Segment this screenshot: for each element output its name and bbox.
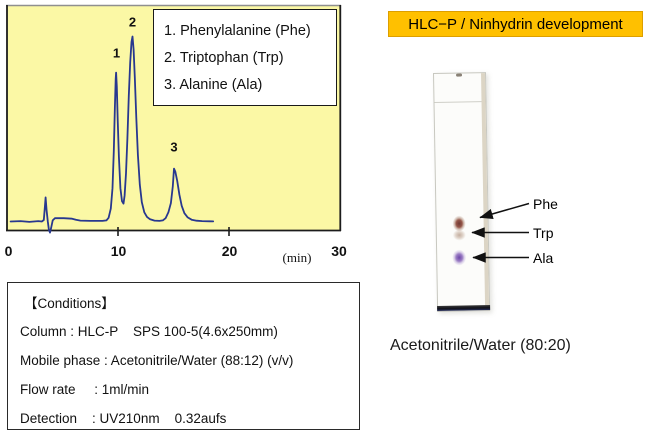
conditions-row-mobile-phase: Mobile phase : Acetonitrile/Water (88:12… [20, 353, 294, 368]
tlc-caption: Acetonitrile/Water (80:20) [390, 337, 571, 354]
legend-item-trp: 2. Triptophan (Trp) [164, 50, 284, 66]
legend-item-phe: 1. Phenylalanine (Phe) [164, 23, 311, 39]
x-axis-label-30: 30 [331, 243, 347, 259]
x-axis-unit: (min) [282, 250, 312, 265]
plate-corner-mark [456, 73, 463, 77]
x-axis-label-0: 0 [4, 243, 13, 259]
conditions-row-flow-rate: Flow rate : 1ml/min [20, 382, 150, 397]
spot-label-trp: Trp [533, 224, 554, 241]
tlc-banner: HLC−P / Ninhydrin development [388, 11, 643, 37]
plate-bottom-edge [437, 305, 491, 311]
spot-label-phe: Phe [533, 196, 558, 212]
plate-solvent-front-line [434, 101, 482, 103]
conditions-row-detection: Detection : UV210nm 0.32aufs [20, 411, 227, 426]
tlc-plate [433, 72, 491, 312]
tlc-arrows [471, 202, 530, 263]
arrow-phe [479, 202, 530, 220]
conditions-box: 【Conditions】 Column : HLC-P SPS 100-5(4.… [7, 282, 360, 430]
x-axis-label-20: 20 [221, 243, 238, 259]
legend-item-ala: 3. Alanine (Ala) [164, 77, 263, 93]
peak-marker-2: 2 [128, 14, 137, 30]
peak-marker-1: 1 [112, 45, 121, 61]
plate-side-edge [481, 73, 490, 306]
conditions-row-column: Column : HLC-P SPS 100-5(4.6x250mm) [20, 324, 278, 339]
spot-label-ala: Ala [533, 249, 554, 266]
chromatogram-trace [9, 35, 215, 234]
peak-marker-3: 3 [170, 139, 178, 155]
x-axis-label-10: 10 [110, 243, 127, 259]
legend-box: 1. Phenylalanine (Phe) 2. Triptophan (Tr… [153, 9, 337, 106]
conditions-title: 【Conditions】 [24, 296, 115, 311]
